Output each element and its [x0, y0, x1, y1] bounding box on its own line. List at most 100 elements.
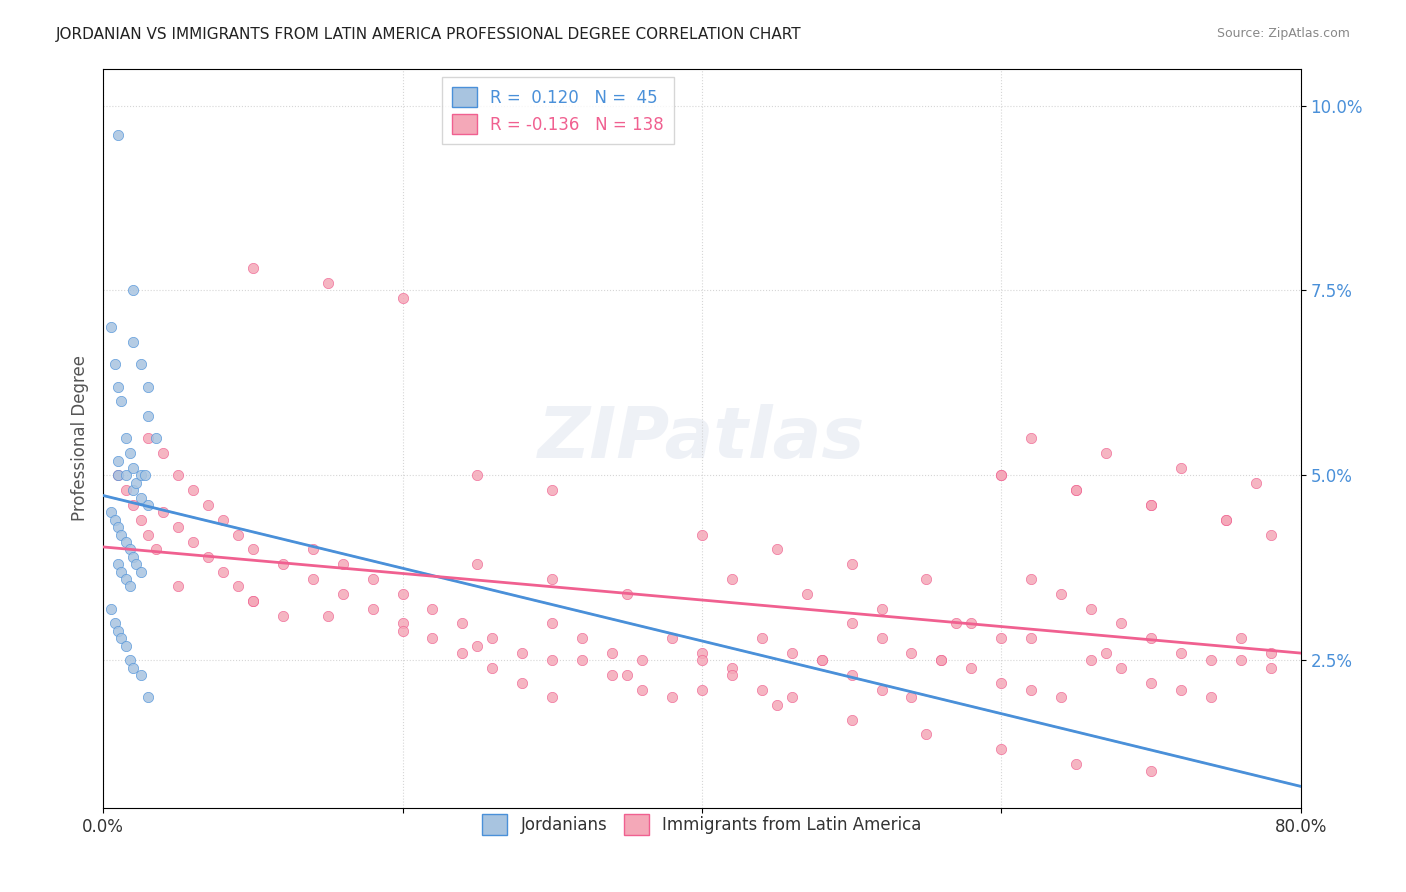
Point [136, 380, 159, 394]
Point [1109, 616, 1132, 631]
Point [212, 565, 235, 579]
Point [114, 483, 136, 498]
Point [690, 683, 713, 698]
Point [1080, 653, 1102, 667]
Point [1140, 498, 1163, 512]
Point [129, 358, 152, 372]
Point [1019, 432, 1042, 446]
Point [316, 609, 339, 624]
Point [1229, 653, 1251, 667]
Point [332, 558, 354, 572]
Point [990, 468, 1012, 483]
Point [915, 727, 938, 741]
Point [1080, 601, 1102, 615]
Point [931, 653, 953, 667]
Point [110, 565, 132, 579]
Point [181, 535, 204, 549]
Point [990, 632, 1012, 646]
Point [1019, 572, 1042, 586]
Point [1064, 757, 1087, 772]
Point [1095, 446, 1118, 460]
Point [136, 527, 159, 541]
Point [1095, 646, 1118, 660]
Point [1050, 690, 1073, 705]
Point [104, 358, 127, 372]
Point [145, 432, 167, 446]
Point [690, 646, 713, 660]
Point [100, 601, 122, 615]
Point [107, 624, 129, 638]
Point [226, 527, 249, 541]
Point [242, 542, 264, 557]
Point [481, 661, 503, 675]
Point [114, 535, 136, 549]
Point [960, 661, 983, 675]
Point [810, 653, 832, 667]
Point [129, 668, 152, 682]
Point [541, 690, 564, 705]
Point [661, 632, 683, 646]
Point [931, 653, 953, 667]
Point [129, 513, 152, 527]
Point [129, 468, 152, 483]
Point [1260, 527, 1282, 541]
Point [1050, 587, 1073, 601]
Point [110, 527, 132, 541]
Point [870, 632, 893, 646]
Point [316, 276, 339, 290]
Point [107, 128, 129, 142]
Point [721, 572, 744, 586]
Point [1140, 498, 1163, 512]
Point [167, 520, 190, 534]
Point [541, 483, 564, 498]
Point [1019, 683, 1042, 698]
Point [945, 616, 967, 631]
Point [129, 491, 152, 505]
Point [481, 632, 503, 646]
Point [467, 468, 489, 483]
Point [242, 594, 264, 608]
Point [690, 653, 713, 667]
Point [391, 624, 413, 638]
Point [120, 653, 142, 667]
Point [1140, 632, 1163, 646]
Point [391, 291, 413, 305]
Point [765, 542, 787, 557]
Point [422, 632, 444, 646]
Point [990, 742, 1012, 756]
Point [1260, 661, 1282, 675]
Point [181, 483, 204, 498]
Point [107, 380, 129, 394]
Point [600, 646, 623, 660]
Point [915, 572, 938, 586]
Point [242, 261, 264, 276]
Point [467, 639, 489, 653]
Point [114, 432, 136, 446]
Point [332, 587, 354, 601]
Point [1109, 661, 1132, 675]
Point [810, 653, 832, 667]
Point [391, 587, 413, 601]
Point [541, 653, 564, 667]
Point [122, 461, 145, 475]
Point [271, 558, 294, 572]
Point [167, 468, 190, 483]
Point [125, 558, 148, 572]
Point [900, 690, 922, 705]
Point [616, 668, 638, 682]
Point [391, 616, 413, 631]
Point [226, 579, 249, 593]
Point [616, 587, 638, 601]
Point [122, 498, 145, 512]
Point [104, 616, 127, 631]
Point [120, 579, 142, 593]
Point [107, 468, 129, 483]
Point [114, 639, 136, 653]
Point [841, 558, 863, 572]
Point [361, 572, 384, 586]
Point [841, 668, 863, 682]
Point [197, 549, 219, 564]
Point [152, 506, 174, 520]
Point [1260, 646, 1282, 660]
Point [301, 572, 323, 586]
